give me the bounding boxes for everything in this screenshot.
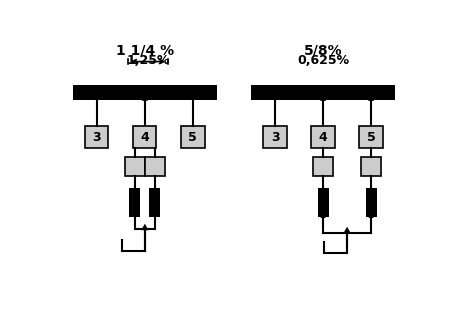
- Bar: [133, 126, 157, 148]
- Bar: [360, 126, 383, 148]
- Polygon shape: [344, 227, 351, 233]
- Bar: [313, 157, 333, 176]
- Polygon shape: [320, 95, 326, 101]
- Text: 4: 4: [319, 130, 327, 144]
- Bar: [318, 188, 328, 217]
- Bar: [181, 126, 205, 148]
- Bar: [125, 157, 145, 176]
- Bar: [251, 85, 395, 100]
- Text: 5/8%: 5/8%: [304, 43, 343, 57]
- Polygon shape: [368, 95, 374, 101]
- Polygon shape: [368, 213, 374, 218]
- Bar: [361, 157, 381, 176]
- Text: 0,625%: 0,625%: [297, 54, 349, 67]
- Text: 1,25%: 1,25%: [127, 54, 170, 67]
- Bar: [263, 126, 287, 148]
- Text: 5: 5: [367, 130, 376, 144]
- Bar: [85, 126, 109, 148]
- Polygon shape: [320, 213, 326, 218]
- Bar: [365, 188, 376, 217]
- Text: 5: 5: [189, 130, 197, 144]
- Bar: [73, 85, 217, 100]
- Bar: [149, 188, 160, 217]
- Text: 1 1/4 %: 1 1/4 %: [116, 43, 174, 57]
- Text: 3: 3: [93, 130, 101, 144]
- Polygon shape: [141, 224, 148, 230]
- Text: 3: 3: [271, 130, 279, 144]
- Bar: [145, 157, 165, 176]
- Bar: [311, 126, 335, 148]
- Bar: [129, 188, 140, 217]
- Polygon shape: [142, 95, 148, 101]
- Text: 4: 4: [141, 130, 149, 144]
